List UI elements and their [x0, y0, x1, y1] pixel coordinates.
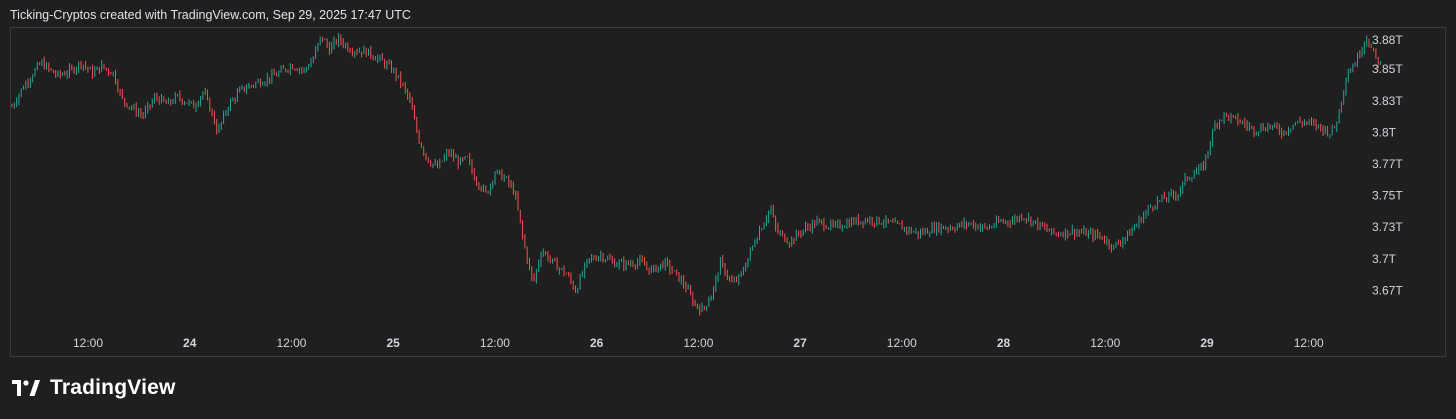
time-tick-label: 26	[590, 336, 604, 350]
time-axis[interactable]: 12:00 24 12:00 25 12:00 26 12:00 27 12:00 28 12:00…	[73, 336, 1324, 350]
price-tick-label: 3.75T	[1372, 189, 1403, 203]
time-tick-label: 12:00	[683, 336, 713, 350]
price-tick-label: 3.73T	[1372, 220, 1403, 234]
price-tick-label: 3.83T	[1372, 94, 1403, 108]
time-tick-label: 27	[793, 336, 807, 350]
tradingview-logo[interactable]: TradingView	[12, 376, 176, 400]
candles-layer	[11, 32, 1381, 316]
price-tick-label: 3.77T	[1372, 157, 1403, 171]
price-tick-label: 3.85T	[1372, 62, 1403, 76]
price-tick-label: 3.8T	[1372, 125, 1397, 139]
chart-frame[interactable]	[10, 27, 1446, 357]
chart-caption: Ticking-Cryptos created with TradingView…	[10, 8, 411, 22]
price-tick-label: 3.88T	[1372, 33, 1403, 47]
tradingview-logo-icon	[12, 380, 40, 396]
time-tick-label: 29	[1200, 336, 1214, 350]
time-tick-label: 12:00	[887, 336, 917, 350]
price-tick-label: 3.67T	[1372, 283, 1403, 297]
time-tick-label: 12:00	[480, 336, 510, 350]
time-tick-label: 12:00	[73, 336, 103, 350]
time-tick-label: 24	[183, 336, 197, 350]
time-tick-label: 12:00	[1090, 336, 1120, 350]
time-tick-label: 25	[387, 336, 401, 350]
price-tick-label: 3.7T	[1372, 252, 1397, 266]
time-tick-label: 28	[997, 336, 1011, 350]
tradingview-wordmark: TradingView	[50, 376, 176, 399]
time-tick-label: 12:00	[1294, 336, 1324, 350]
price-axis[interactable]: 3.88T 3.85T 3.83T 3.8T 3.77T 3.75T 3.73T 3.7T 3.…	[1372, 33, 1403, 297]
time-tick-label: 12:00	[276, 336, 306, 350]
